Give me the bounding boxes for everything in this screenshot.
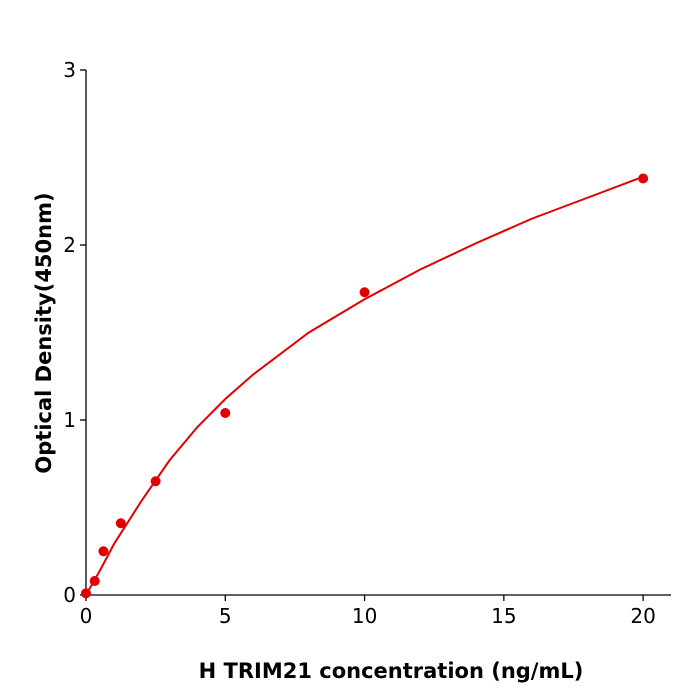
x-tick-label: 20: [630, 604, 655, 628]
y-axis-label: Optical Density(450nm): [32, 192, 56, 473]
data-point: [638, 173, 649, 184]
x-tick-label: 15: [491, 604, 516, 628]
data-point: [115, 518, 126, 529]
y-tick-label: 3: [63, 58, 76, 82]
y-tick-label: 1: [63, 408, 76, 432]
x-tick-label: 5: [219, 604, 232, 628]
x-axis-label: H TRIM21 concentration (ng/mL): [199, 659, 584, 683]
data-point: [81, 588, 91, 599]
fit-curve: [85, 175, 644, 596]
x-tick-label: 10: [352, 604, 377, 628]
y-tick-label: 2: [63, 233, 76, 257]
data-point: [89, 576, 100, 586]
data-point: [359, 287, 370, 298]
x-tick-label: 0: [80, 604, 93, 628]
data-point: [220, 408, 231, 418]
data-point: [98, 546, 109, 557]
y-tick-label: 0: [63, 583, 76, 607]
data-point: [150, 476, 161, 487]
